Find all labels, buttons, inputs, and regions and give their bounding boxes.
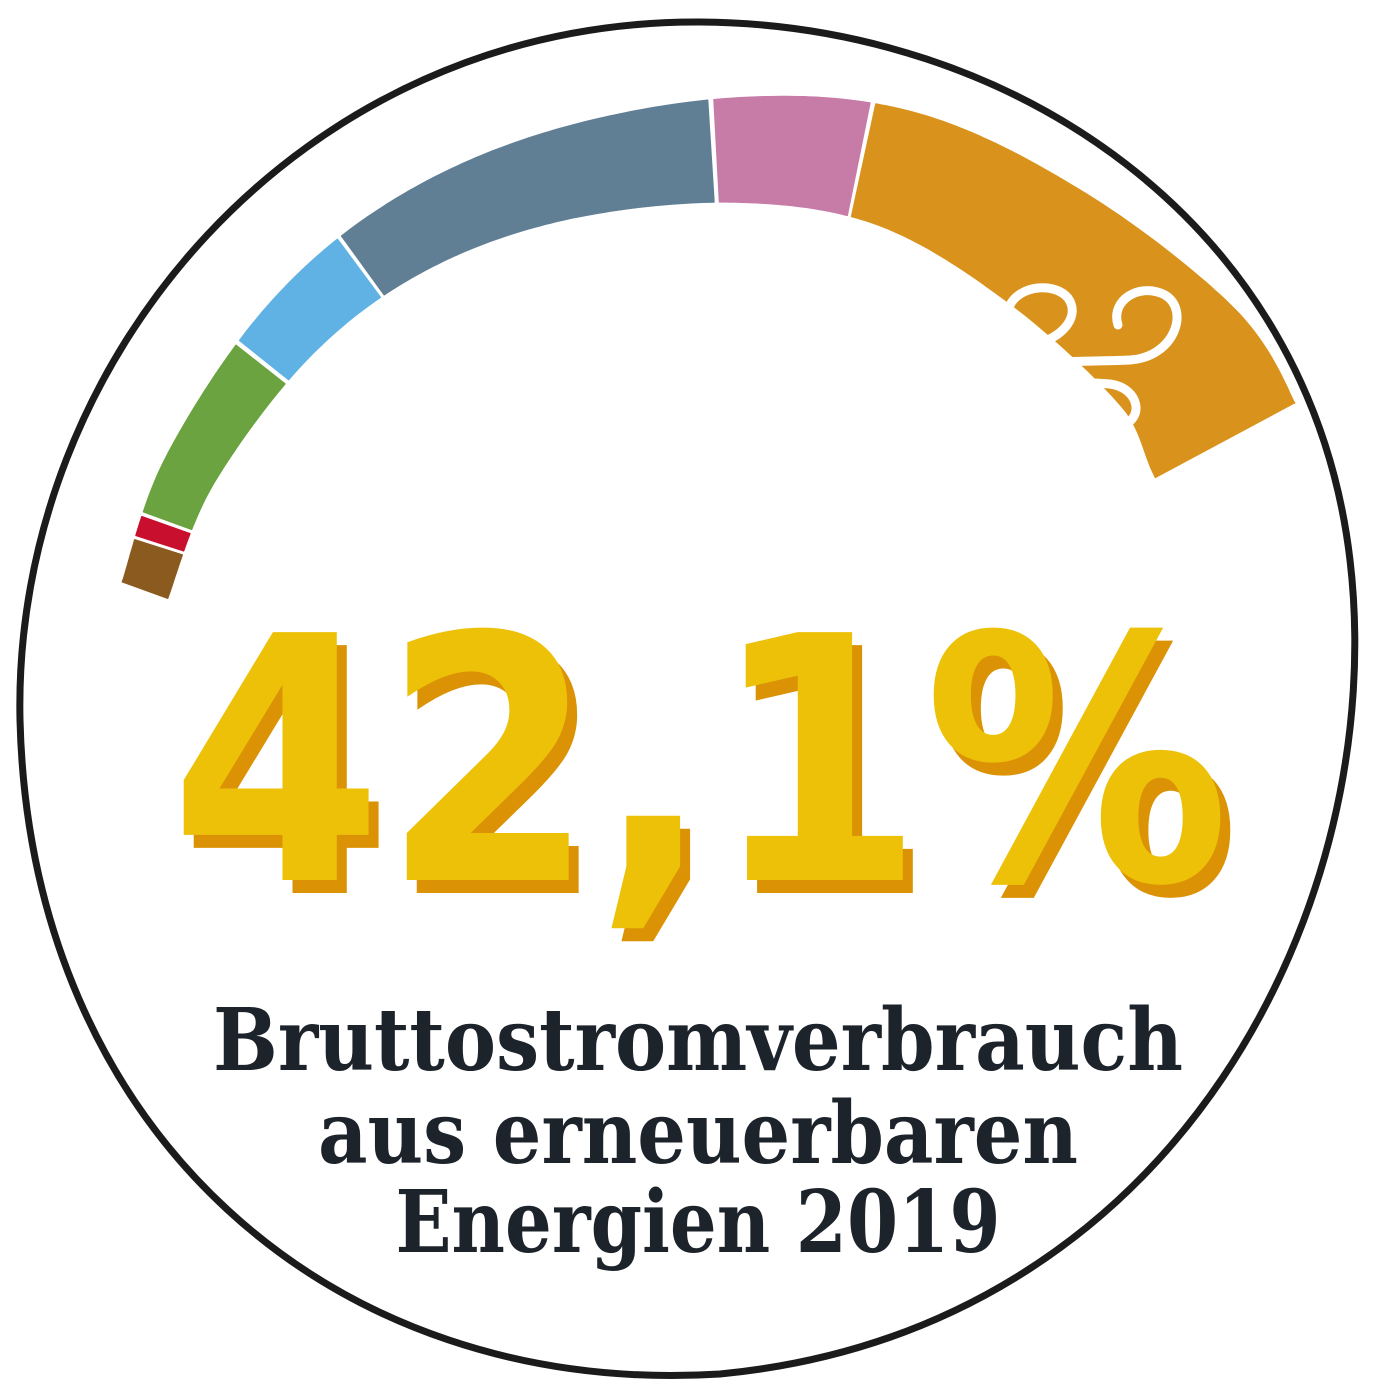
arc-segment-5: [340, 99, 715, 296]
caption-line-2: aus erneuerbaren: [318, 1083, 1078, 1184]
arc-segment-6: [713, 95, 871, 217]
arc-segment-4: [238, 238, 382, 381]
arc-segment-2: [135, 515, 191, 552]
caption-line-1: Bruttostromverbrauch: [213, 990, 1183, 1091]
wind-icon: [935, 283, 1182, 431]
caption-line-3: Energien 2019: [396, 1172, 1001, 1273]
arc-segment-7: [850, 103, 1296, 479]
arc-segment-1: [121, 539, 183, 599]
caption: Bruttostromverbrauch aus erneuerbaren En…: [213, 990, 1183, 1273]
headline-value: 42,1% 42,1%: [170, 565, 1240, 974]
headline-shadow: 42,1%: [180, 578, 1240, 974]
headline-text: 42,1%: [170, 565, 1230, 961]
energy-mix-arc: [121, 95, 1296, 599]
arc-segment-3: [142, 344, 286, 531]
